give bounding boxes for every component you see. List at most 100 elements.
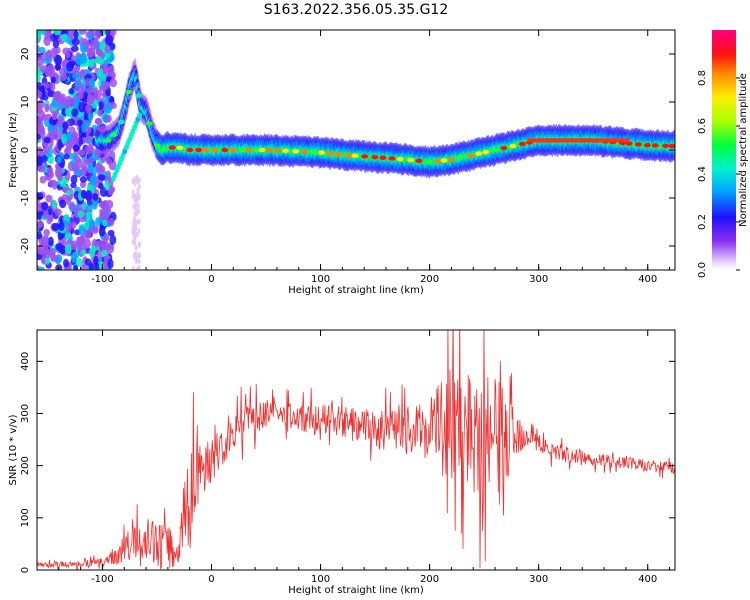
figure-title: S163.2022.356.05.35.G12 [264,2,449,18]
heatmap-cell [37,155,43,164]
heatmap-cell [553,138,557,143]
spectrogram-xlabel: Height of straight line (km) [288,285,424,296]
snr-xlabel: Height of straight line (km) [288,585,424,596]
heatmap-cell [61,133,68,144]
heatmap-cell [51,199,57,210]
heatmap-cell [52,39,60,49]
heatmap-cell [560,138,564,143]
x-tick-label: 100 [311,574,330,585]
heatmap-cell [97,182,104,190]
heatmap-cell [109,78,118,88]
heatmap-cell [502,146,506,150]
snr-ylabel: SNR (10 * v/v) [8,414,19,485]
heatmap-cell [95,118,102,125]
heatmap-cell [575,138,579,143]
heatmap-cell [584,138,588,143]
heatmap-cell [117,119,125,125]
heatmap-cell [160,147,168,152]
heatmap-cell [133,210,137,217]
heatmap-cell [621,138,625,143]
x-tick-label: -100 [91,274,114,285]
heatmap-cell [57,115,64,123]
heatmap-cell [85,211,93,220]
heatmap-cell [569,138,573,143]
heatmap-cell [617,138,621,143]
heatmap-cell [79,180,87,189]
heatmap-cell [99,165,106,173]
heatmap-cell [47,212,54,223]
heatmap-cell [60,34,68,42]
heatmap-cell [56,173,63,182]
heatmap-cell [109,234,117,245]
heatmap-cell [72,144,80,152]
heatmap-cell [37,204,43,212]
heatmap-cell [66,189,72,197]
heatmap-cell [645,144,650,147]
heatmap-cell [593,138,597,143]
heatmap-cell [597,138,601,143]
heatmap-cell [529,138,533,143]
heatmap-cell [95,48,102,56]
heatmap-cell [43,35,51,47]
heatmap-cell [78,235,86,246]
heatmap-cell [87,93,95,105]
heatmap-cell [98,40,106,50]
heatmap-cell [245,147,253,153]
heatmap-cell [599,138,603,143]
heatmap-cell [52,179,58,190]
heatmap-cell [37,266,45,270]
heatmap-cell [68,30,75,39]
heatmap-cell [326,151,334,156]
heatmap-cell [37,231,42,240]
heatmap-cell [475,151,483,156]
heatmap-cell [94,261,100,270]
heatmap-cell [577,138,581,143]
heatmap-cell [110,132,118,138]
heatmap-cell [87,162,94,172]
heatmap-cell [252,147,260,153]
heatmap-cell [137,228,141,235]
heatmap-cell [335,152,343,157]
heatmap-cell [580,138,584,143]
heatmap-cell [509,143,517,149]
heatmap-cell [42,210,49,220]
heatmap-cell [37,165,45,173]
heatmap-cell [131,265,135,270]
heatmap-cell [37,109,46,121]
heatmap-cell [89,174,98,186]
heatmap-cell [84,189,93,201]
heatmap-cell [98,101,104,110]
heatmap-cell [37,124,44,136]
heatmap-cell [88,262,94,270]
heatmap-cell [132,215,136,222]
heatmap-cell [97,109,103,117]
colorbar-tick-label: 0.0 [697,262,708,278]
heatmap-cell [64,243,72,255]
heatmap-cell [571,138,575,143]
heatmap-cell [57,138,63,150]
heatmap-cell [300,149,308,154]
heatmap-cell [43,57,51,65]
heatmap-cell [55,63,61,71]
heatmap-cell [56,120,62,127]
heatmap-cell [467,153,475,158]
heatmap-cell [591,138,595,143]
heatmap-cell [47,124,54,133]
heatmap-cell [396,156,404,162]
heatmap-cell [538,138,542,143]
heatmap-cell [145,121,153,126]
heatmap-cell [425,159,433,165]
heatmap-cell [390,157,394,160]
heatmap-cell [61,193,68,201]
heatmap-cell [137,112,143,119]
heatmap-cell [50,76,56,84]
heatmap-cell [38,85,46,92]
heatmap-cell [77,210,85,218]
snr-ticks: -100 0 100 200 300 400 0 100 200 300 400 [20,330,675,585]
heatmap-cell [97,67,104,77]
y-tick-label: 0 [20,147,31,153]
heatmap-cell [71,38,80,46]
heatmap-cell [47,236,54,247]
heatmap-cell [51,111,58,121]
heatmap-cell [527,138,531,143]
